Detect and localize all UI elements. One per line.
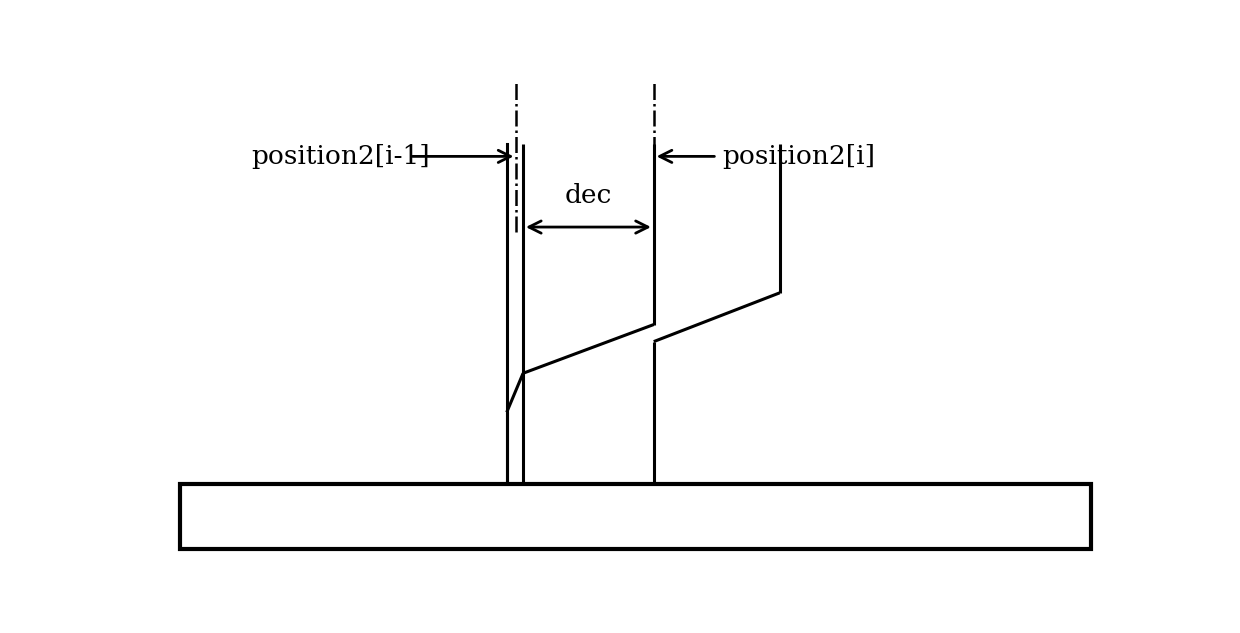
Text: dec: dec: [564, 182, 613, 208]
Text: position2[i-1]: position2[i-1]: [250, 144, 430, 169]
Text: position2[i]: position2[i]: [722, 144, 875, 169]
Bar: [180, 484, 1091, 549]
